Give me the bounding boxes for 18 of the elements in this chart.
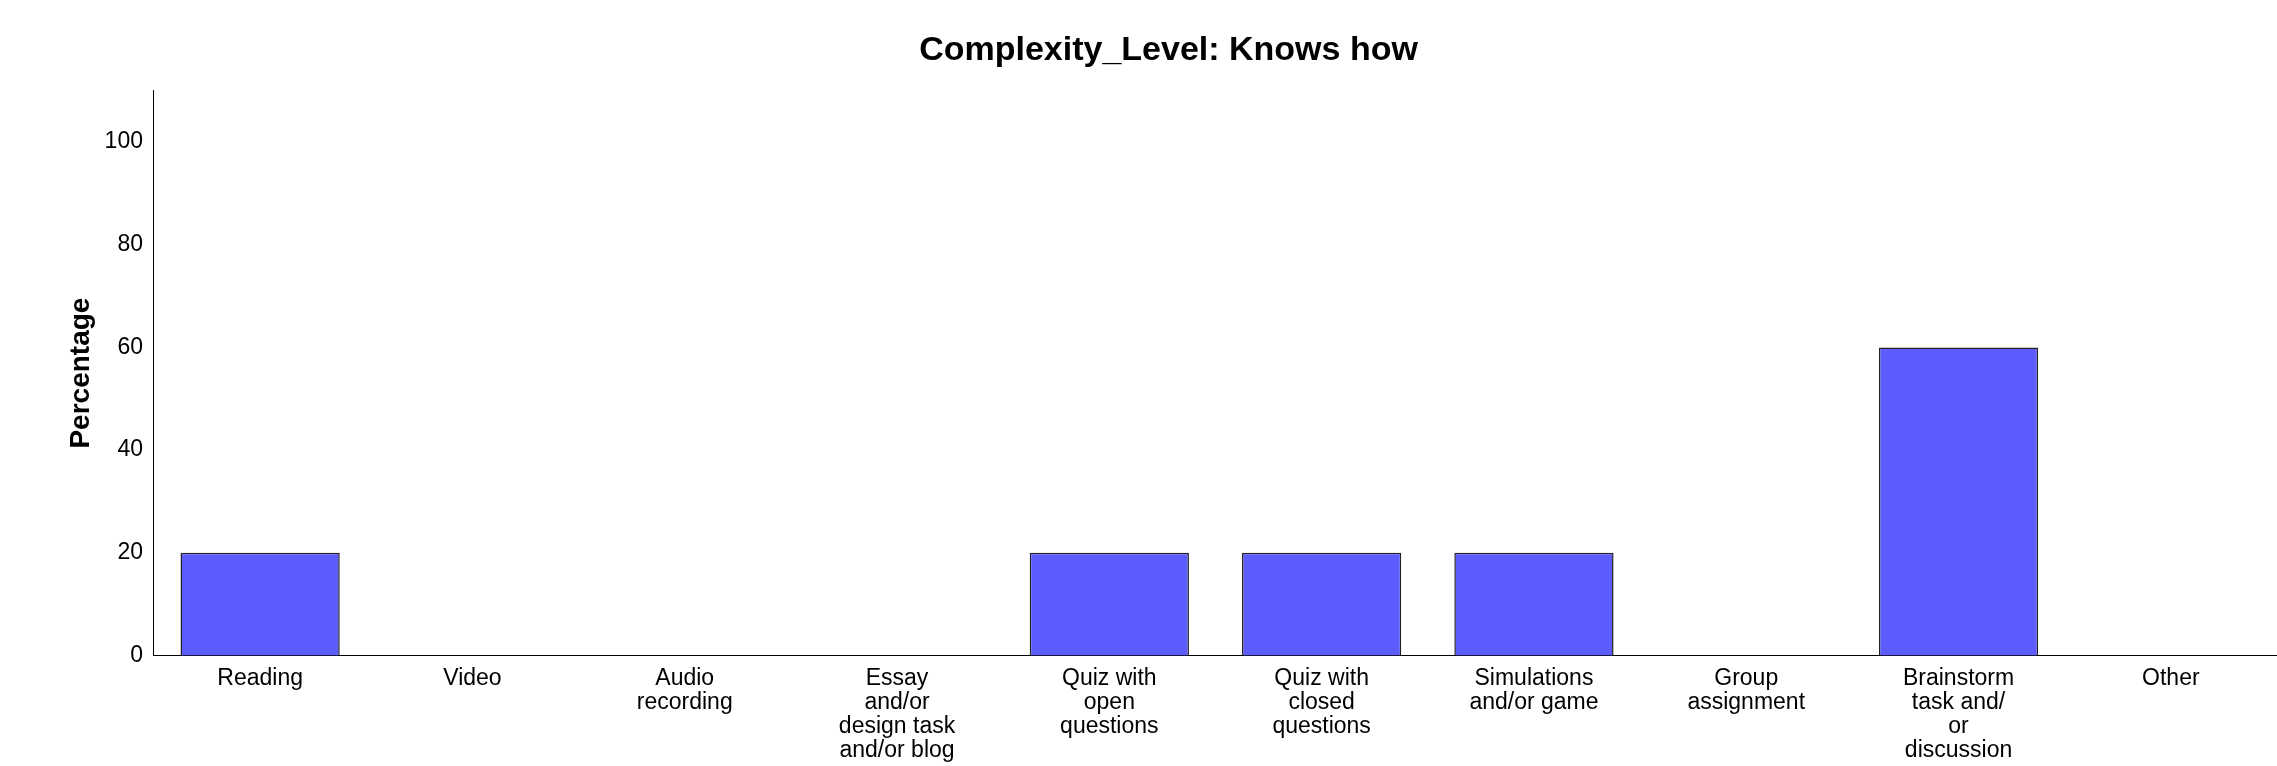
chart-title: Complexity_Level: Knows how bbox=[919, 28, 1419, 67]
y-tick-label: 0 bbox=[130, 640, 143, 667]
y-tick-label: 100 bbox=[104, 127, 143, 154]
y-tick-label: 80 bbox=[117, 230, 143, 257]
x-tick-label: Brainstorm task and/ or discussion bbox=[1902, 663, 2015, 763]
y-tick-label: 40 bbox=[117, 435, 143, 462]
y-tick-label: 60 bbox=[117, 332, 143, 359]
x-tick-label: Group assignment bbox=[1687, 663, 1806, 714]
x-tick-label: Simulations and/or game bbox=[1469, 663, 1599, 714]
x-tick-label: Video bbox=[443, 663, 502, 690]
x-tick-label: Reading bbox=[217, 663, 303, 690]
x-tick-label: Quiz with open questions bbox=[1060, 663, 1159, 739]
x-tick-label: Quiz with closed questions bbox=[1272, 663, 1371, 739]
x-tick-label: Audio recording bbox=[636, 663, 733, 714]
x-tick-label: Other bbox=[2142, 663, 2200, 690]
x-tick-label: Essay and/or design task and/or blog bbox=[838, 663, 956, 763]
y-tick-label: 20 bbox=[117, 538, 143, 565]
y-axis-title: Percentage bbox=[63, 297, 95, 449]
